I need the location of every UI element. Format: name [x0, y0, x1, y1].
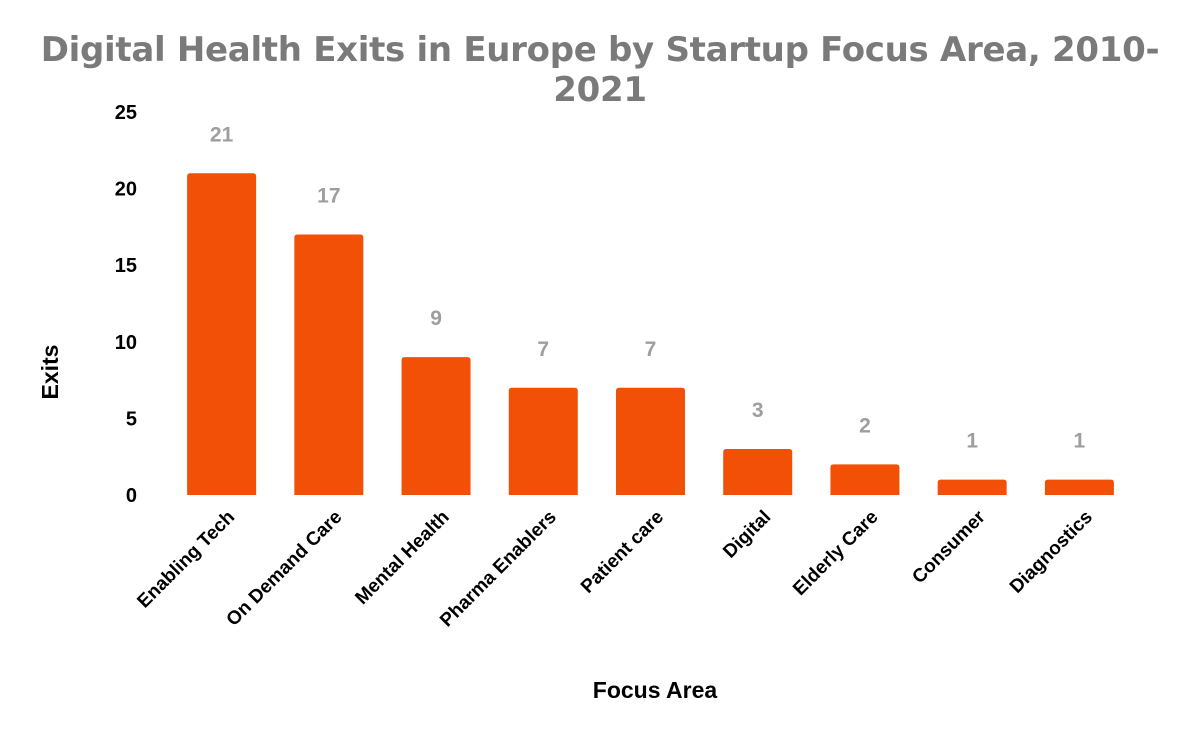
- data-label: 9: [430, 307, 442, 330]
- data-label: 3: [752, 399, 764, 422]
- data-label: 7: [645, 338, 657, 361]
- x-tick-label: Consumer: [908, 506, 990, 588]
- y-tick-label: 5: [126, 408, 137, 430]
- x-tick-label: Mental Health: [351, 507, 453, 609]
- data-label: 21: [210, 123, 234, 146]
- bar: [508, 387, 578, 495]
- x-tick-label: Patient care: [577, 507, 668, 598]
- bar: [830, 464, 900, 495]
- y-tick-label: 20: [115, 179, 137, 201]
- y-axis-title: Exits: [37, 345, 63, 400]
- y-tick-label: 10: [115, 332, 137, 354]
- y-tick-label: 15: [115, 255, 137, 277]
- y-tick-label: 0: [126, 485, 137, 507]
- data-label: 1: [1074, 430, 1086, 453]
- x-tick-label: On Demand Care: [223, 507, 347, 631]
- y-tick-label: 25: [115, 102, 137, 124]
- bar: [937, 479, 1007, 495]
- data-label: 7: [537, 338, 549, 361]
- x-axis-title: Focus Area: [593, 677, 718, 703]
- y-axis-ticks: 0 5 10 15 20 25: [115, 102, 137, 507]
- x-tick-label: Diagnostics: [1006, 507, 1097, 598]
- chart-title: Digital Health Exits in Europe by Startu…: [40, 30, 1160, 110]
- data-label: 17: [317, 185, 340, 208]
- bar: [187, 173, 257, 495]
- bar: [1044, 479, 1114, 495]
- bar: [616, 387, 685, 495]
- bar: [294, 234, 364, 495]
- data-label: 2: [859, 414, 871, 437]
- bar: [401, 357, 471, 495]
- data-label: 1: [966, 430, 978, 453]
- x-tick-label: Pharma Enablers: [436, 507, 561, 632]
- bars-group: [187, 173, 1114, 495]
- x-tick-label: Enabling Tech: [133, 507, 239, 613]
- x-tick-label: Digital: [719, 507, 775, 563]
- x-tick-label: Elderly Care: [789, 507, 882, 600]
- bar: [723, 449, 793, 495]
